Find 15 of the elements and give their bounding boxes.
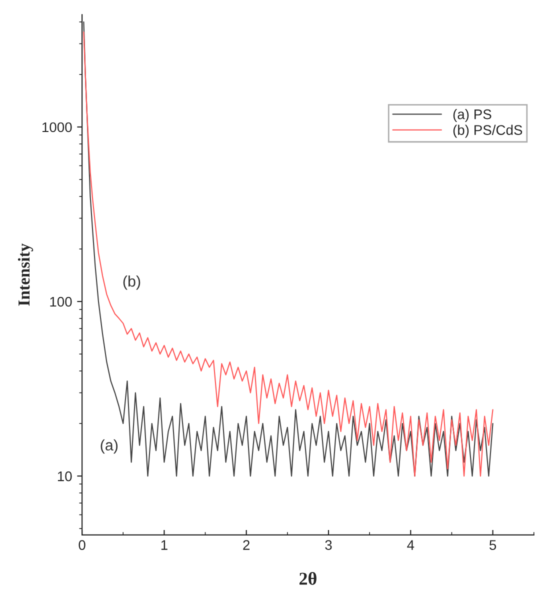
- x-tick-label: 5: [489, 540, 496, 550]
- y-tick-label: 100: [50, 296, 72, 307]
- legend-label: (b) PS/CdS: [453, 124, 522, 138]
- legend-label: (a) PS: [453, 109, 492, 122]
- x-tick-label: 3: [325, 540, 332, 550]
- annotation: (b): [123, 275, 140, 290]
- y-axis-title: Intensity: [18, 243, 34, 306]
- x-axis-title: 2θ: [299, 572, 316, 585]
- x-tick-label: 4: [407, 540, 414, 550]
- x-tick-label: 2: [243, 540, 250, 550]
- x-tick-label: 0: [78, 540, 86, 550]
- y-tick-label: 1000: [42, 122, 72, 132]
- x-tick-label: 1: [161, 540, 168, 550]
- annotation: (a): [100, 439, 118, 454]
- y-tick-label: 10: [58, 471, 72, 482]
